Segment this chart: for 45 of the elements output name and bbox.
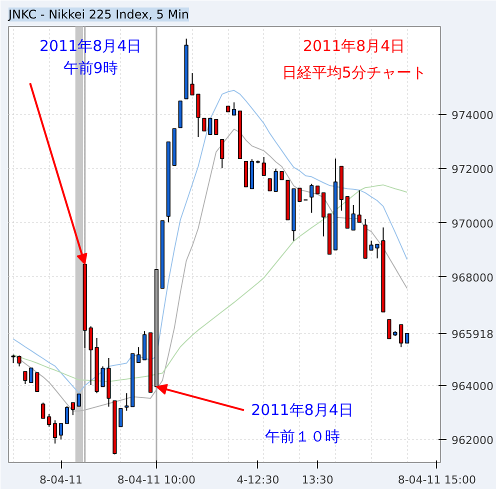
x-tick-label: 8-04-11 10:00 bbox=[117, 474, 196, 486]
candlestick bbox=[58, 423, 64, 440]
candlestick bbox=[41, 402, 46, 419]
candlestick bbox=[88, 326, 93, 386]
candlestick bbox=[405, 332, 410, 344]
x-tick-label: 4-12:30 bbox=[236, 474, 280, 486]
y-tick-label: 974000 bbox=[452, 109, 494, 122]
candlestick bbox=[64, 406, 70, 424]
candlestick bbox=[268, 178, 272, 192]
candlestick bbox=[35, 372, 40, 392]
candlestick bbox=[214, 118, 218, 135]
candlestick bbox=[310, 183, 314, 214]
candlestick bbox=[124, 392, 129, 412]
annotation: 午前9時 bbox=[63, 58, 118, 77]
x-tick-label: 13:30 bbox=[302, 474, 334, 486]
candlestick bbox=[220, 138, 224, 169]
annotation: 午前１０時 bbox=[264, 427, 340, 446]
y-tick-label: 962000 bbox=[452, 434, 494, 447]
candlestick bbox=[232, 102, 236, 116]
y-tick-label: 968000 bbox=[452, 271, 494, 284]
candlestick bbox=[53, 420, 58, 444]
y-tick-label: 972000 bbox=[452, 163, 494, 176]
annotation: 2011年8月4日 bbox=[251, 401, 354, 420]
candlestick bbox=[262, 156, 266, 176]
candlestick bbox=[136, 346, 141, 364]
x-tick-label: 8-04-11 bbox=[40, 474, 82, 486]
text: 日経平均5分チャート bbox=[282, 63, 426, 82]
candlestick bbox=[23, 371, 28, 384]
candlestick bbox=[351, 204, 356, 231]
candlestick bbox=[76, 394, 81, 407]
annotation: 2011年8月4日 bbox=[302, 37, 406, 56]
candlestick bbox=[47, 414, 52, 428]
text: 2011年8月4日 bbox=[39, 37, 142, 56]
y-tick-label: 965918 bbox=[452, 328, 494, 341]
candlestick bbox=[357, 190, 362, 223]
x-tick-label: 8-04-11 15:00 bbox=[398, 474, 476, 486]
candlestick bbox=[387, 319, 392, 340]
candlestick bbox=[29, 368, 34, 384]
line-series bbox=[12, 184, 408, 382]
text: JNKC - Nikkei 225 Index, 5 Min bbox=[8, 8, 190, 22]
y-tick-label: 970000 bbox=[452, 217, 494, 230]
y-tick-label: 964000 bbox=[452, 380, 494, 393]
candlestick bbox=[399, 324, 404, 348]
candlestick bbox=[70, 402, 75, 416]
line-series bbox=[12, 90, 408, 394]
